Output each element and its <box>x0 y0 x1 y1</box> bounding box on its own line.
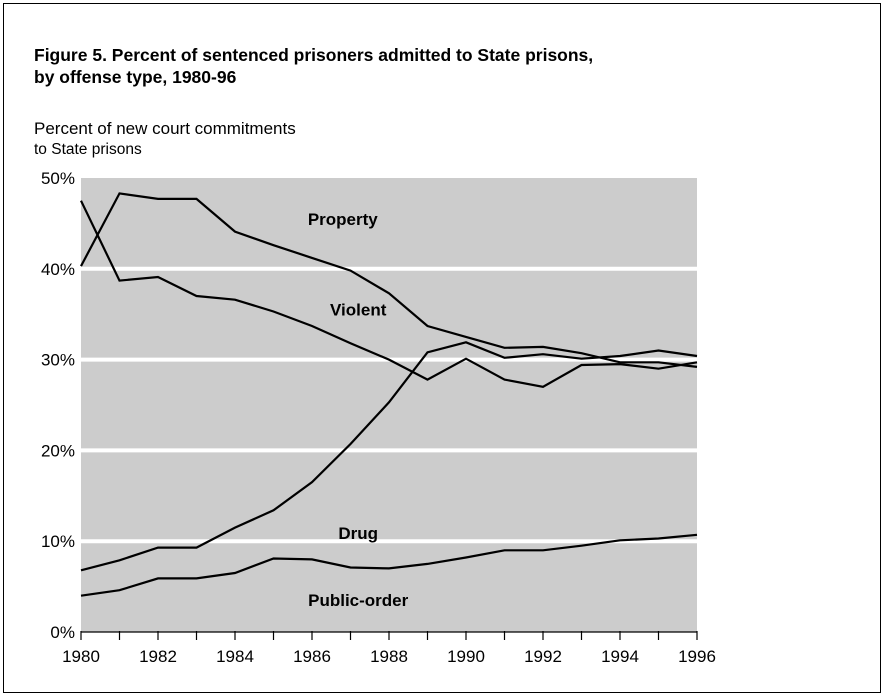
series-label-property: Property <box>308 210 378 229</box>
y-tick-label: 10% <box>41 532 75 551</box>
y-tick-label: 20% <box>41 441 75 460</box>
chart-title: Figure 5. Percent of sentenced prisoners… <box>34 45 594 87</box>
y-tick-label: 50% <box>41 169 75 188</box>
y-axis-label-line1: Percent of new court commitments <box>34 119 296 138</box>
x-tick-label: 1988 <box>370 647 408 666</box>
series-line-property <box>80 192 698 368</box>
x-tick-label: 1986 <box>293 647 331 666</box>
series-label-violent: Violent <box>330 301 387 320</box>
y-tick-label: 30% <box>41 351 75 370</box>
y-tick-label: 40% <box>41 260 75 279</box>
x-tick-label: 1992 <box>524 647 562 666</box>
series-line-violent <box>80 200 698 388</box>
series-line-drug <box>80 341 698 572</box>
x-tick-label: 1980 <box>62 647 100 666</box>
series-line-public-order <box>80 533 698 597</box>
series-label-drug: Drug <box>338 524 378 543</box>
x-tick-label: 1990 <box>447 647 485 666</box>
line-chart: 0% 10% 20% 30% 40% 50% 1980 1982 1984 1986 1988 199… <box>41 169 716 666</box>
y-axis-label-line2: to State prisons <box>34 141 142 158</box>
series-label-public-order: Public-order <box>308 591 409 610</box>
x-tick-label: 1994 <box>601 647 639 666</box>
plot-area <box>81 178 697 632</box>
x-tick-label: 1984 <box>216 647 254 666</box>
x-tick-label: 1996 <box>678 647 716 666</box>
x-tick-label: 1982 <box>139 647 177 666</box>
y-tick-label: 0% <box>50 623 75 642</box>
